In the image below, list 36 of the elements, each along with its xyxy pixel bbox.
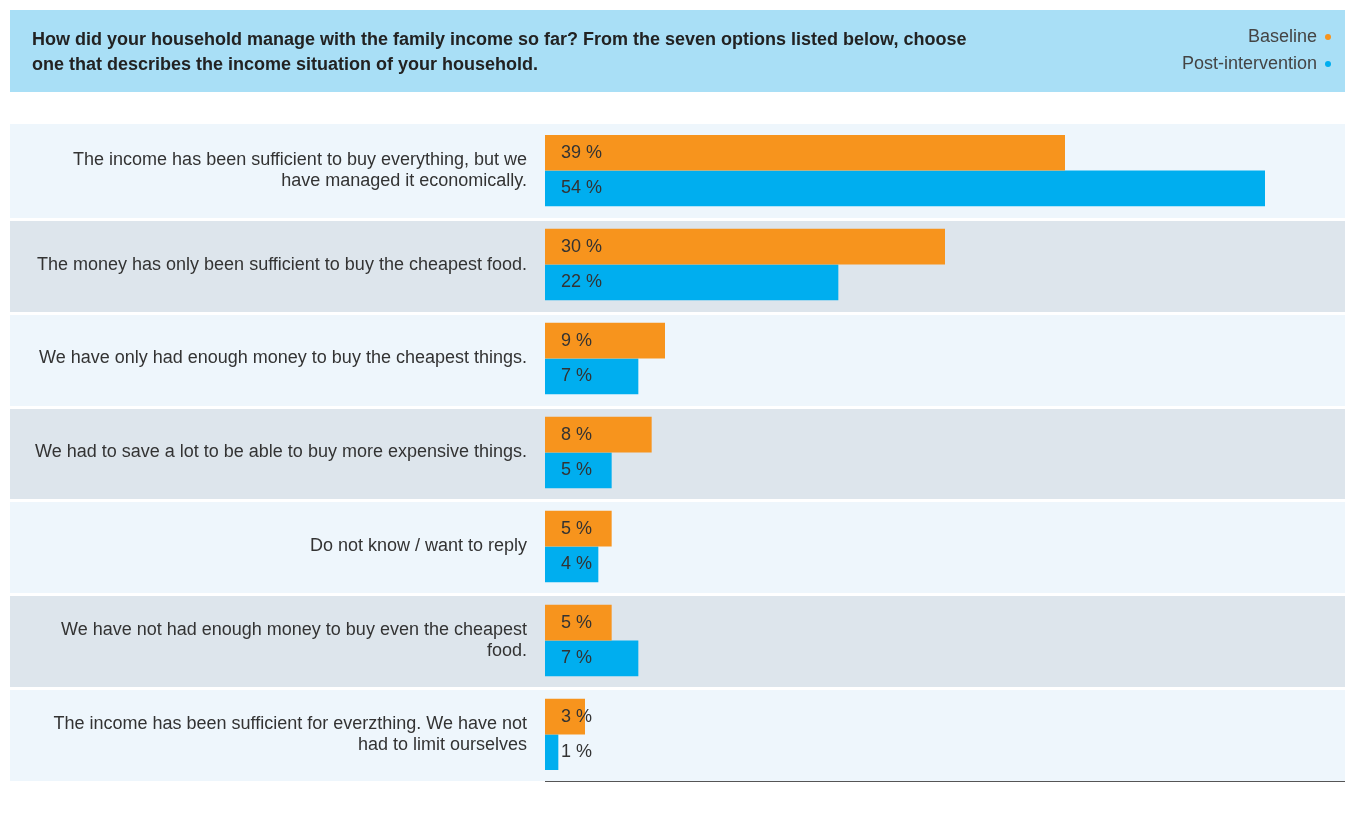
bar [545, 640, 639, 677]
data-label: 8 % [561, 423, 593, 444]
bar [545, 170, 1265, 207]
data-label: 54 % [561, 177, 603, 198]
y-tick-label: We have not had enough money to buy even the cheapest food. [60, 618, 527, 661]
bar [545, 228, 945, 265]
y-tick-label: We had to save a lot to be able to buy more expensive things. [35, 441, 527, 462]
data-label: 1 % [561, 741, 593, 762]
data-label: 22 % [561, 271, 603, 292]
data-label: 4 % [561, 553, 593, 574]
bar [545, 358, 639, 395]
data-label: 7 % [561, 365, 593, 386]
data-label: 5 % [561, 459, 593, 480]
bar [545, 546, 599, 583]
bar [545, 322, 665, 359]
y-tick-label: Do not know / want to reply [309, 535, 527, 556]
bar [545, 452, 612, 489]
bar [545, 734, 559, 771]
bar [545, 510, 612, 547]
y-tick-label: The income has been sufficient to buy everything, but we have managed it economically. [73, 148, 527, 191]
data-label: 30 % [561, 235, 603, 256]
bar [545, 604, 612, 641]
legend-label: Baseline [1246, 25, 1318, 48]
data-label: 9 % [561, 329, 593, 350]
y-tick-label: The money has only been sufficient to buy the cheapest food. [37, 253, 527, 274]
legend-label: Post-intervention [1181, 52, 1318, 75]
data-label: 5 % [561, 517, 593, 538]
bar [545, 134, 1065, 171]
bar [545, 416, 652, 453]
y-tick-label: The income has been sufficient for everzthing. We have not had to limit ourselves [53, 712, 527, 755]
data-label: 5 % [561, 611, 593, 632]
y-tick-label: We have only had enough money to buy the cheapest things. [38, 347, 527, 368]
data-label: 7 % [561, 647, 593, 668]
bar [545, 264, 839, 301]
chart-title: How did your household manage with the family income so far? From the seven options listed below, choose one that describes the income situation of your household. [32, 28, 968, 76]
data-label: 39 % [561, 141, 603, 162]
